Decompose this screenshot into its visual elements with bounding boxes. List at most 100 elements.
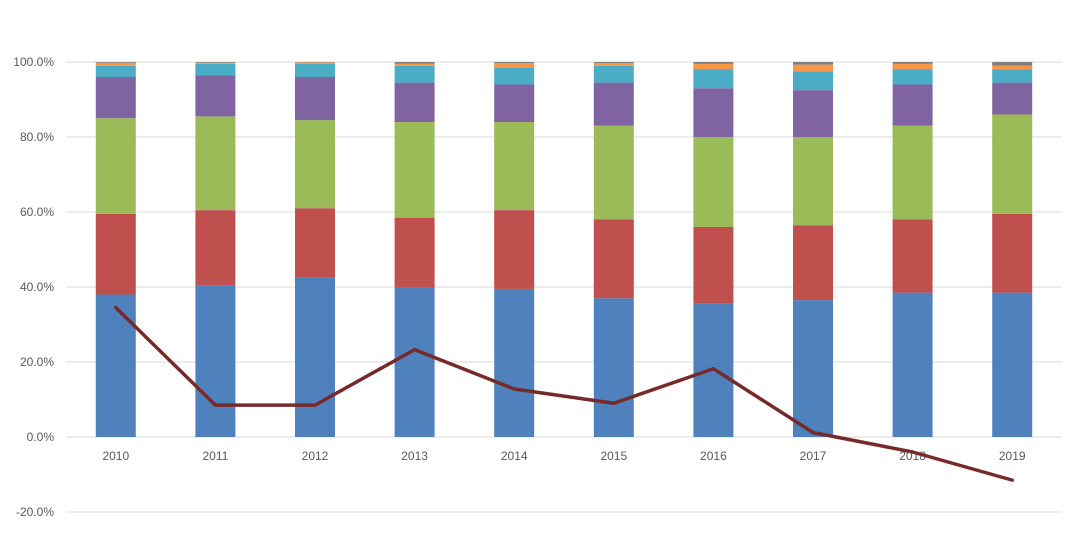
line-point bbox=[711, 367, 715, 371]
bar-segment bbox=[793, 225, 833, 301]
bar-segment bbox=[195, 210, 236, 286]
line-point bbox=[911, 450, 915, 454]
bar-segment bbox=[992, 292, 1033, 437]
bar-segment bbox=[693, 63, 734, 70]
bar-segment bbox=[95, 294, 136, 437]
bar-segment bbox=[992, 62, 1033, 66]
bar-segment bbox=[195, 63, 236, 76]
bar-segment bbox=[295, 63, 335, 77]
bar-segment bbox=[892, 125, 933, 220]
bar-segment bbox=[992, 65, 1033, 70]
line-point bbox=[114, 306, 118, 310]
bar-segment bbox=[295, 120, 335, 209]
y-tick-label: -20.0% bbox=[16, 505, 54, 519]
bar-segment bbox=[992, 114, 1033, 214]
x-tick-label: 2019 bbox=[999, 449, 1026, 463]
bar-segment bbox=[693, 227, 734, 304]
x-tick-label: 2012 bbox=[302, 449, 329, 463]
bar-segment bbox=[95, 77, 136, 119]
bar-segment bbox=[394, 65, 435, 83]
bar-segment bbox=[693, 69, 734, 89]
bar-segment bbox=[793, 64, 833, 72]
bar-segment bbox=[892, 69, 933, 85]
bar-segment bbox=[593, 82, 634, 126]
bar-segment bbox=[593, 62, 634, 64]
bar-segment bbox=[394, 287, 435, 437]
bar-segment bbox=[693, 62, 734, 64]
bar-segment bbox=[95, 213, 136, 295]
bar-segment bbox=[793, 71, 833, 91]
bar-segment bbox=[494, 63, 535, 68]
line-point bbox=[213, 403, 217, 407]
bar-segment bbox=[95, 62, 136, 66]
line-series-path bbox=[114, 305, 1014, 482]
bar-segment bbox=[95, 118, 136, 214]
bar-segment bbox=[892, 63, 933, 70]
line-point bbox=[313, 403, 317, 407]
line-point bbox=[612, 401, 616, 405]
bar-segment bbox=[195, 116, 236, 211]
bar-segment bbox=[593, 125, 634, 220]
bar-segment bbox=[95, 65, 136, 77]
bar-segment bbox=[295, 62, 335, 64]
line-point bbox=[1010, 478, 1014, 482]
x-tick-label: 2011 bbox=[202, 449, 228, 463]
y-tick-label: 20.0% bbox=[20, 355, 54, 369]
bar-segment bbox=[295, 77, 335, 121]
bar-segment bbox=[195, 62, 236, 64]
bar-segment bbox=[793, 137, 833, 226]
bar-segment bbox=[394, 63, 435, 66]
bar-segment bbox=[693, 137, 734, 227]
bar-segment bbox=[992, 69, 1033, 83]
x-tick-label: 2013 bbox=[401, 449, 428, 463]
line-point bbox=[413, 348, 417, 352]
bar-segment bbox=[394, 62, 435, 64]
bar-segment bbox=[394, 122, 435, 218]
bar-segment bbox=[892, 62, 933, 64]
bar-segment bbox=[494, 62, 535, 64]
bar-segment bbox=[793, 90, 833, 137]
x-tick-label: 2017 bbox=[800, 449, 827, 463]
bar-segment bbox=[793, 300, 833, 437]
bar-segment bbox=[892, 84, 933, 126]
line-series bbox=[114, 305, 1014, 482]
bar-segment bbox=[593, 63, 634, 66]
bar-segment bbox=[394, 82, 435, 122]
x-axis-ticks: 2010 2011 2012 2013 2014 2015 2016 2017 2018 2019 bbox=[102, 449, 1025, 463]
line-point bbox=[811, 431, 815, 434]
y-axis-ticks: -20.0% 0.0% 20.0% 40.0% 60.0% 80.0% 100.0% bbox=[13, 55, 54, 519]
bar-segment bbox=[195, 285, 236, 437]
bar-segment bbox=[992, 213, 1033, 293]
bar-segment bbox=[195, 62, 236, 63]
bar-segment bbox=[494, 67, 535, 85]
bar-segment bbox=[295, 208, 335, 278]
bar-segment bbox=[494, 210, 535, 289]
bar-segment bbox=[892, 292, 933, 437]
bar-segment bbox=[494, 122, 535, 211]
x-tick-label: 2016 bbox=[700, 449, 727, 463]
bar-segment bbox=[892, 219, 933, 293]
bar-segment bbox=[494, 84, 535, 122]
bar-segment bbox=[95, 62, 136, 63]
y-tick-label: 0.0% bbox=[27, 430, 55, 444]
y-tick-label: 60.0% bbox=[20, 205, 54, 219]
bar-segment bbox=[693, 88, 734, 137]
y-tick-label: 80.0% bbox=[20, 130, 54, 144]
bar-segment bbox=[992, 82, 1033, 115]
bar-segment bbox=[295, 277, 335, 437]
stacked-bars bbox=[95, 62, 1033, 437]
bar-segment bbox=[593, 65, 634, 83]
bar-segment bbox=[195, 75, 236, 117]
x-tick-label: 2010 bbox=[102, 449, 129, 463]
bar-segment bbox=[394, 217, 435, 287]
y-tick-label: 40.0% bbox=[20, 280, 54, 294]
y-tick-label: 100.0% bbox=[13, 55, 54, 69]
bar-segment bbox=[593, 219, 634, 299]
bar-segment bbox=[494, 288, 535, 437]
x-tick-label: 2015 bbox=[600, 449, 627, 463]
x-tick-label: 2014 bbox=[501, 449, 528, 463]
bar-segment bbox=[793, 62, 833, 65]
bar-segment bbox=[593, 298, 634, 437]
line-point bbox=[512, 387, 516, 391]
